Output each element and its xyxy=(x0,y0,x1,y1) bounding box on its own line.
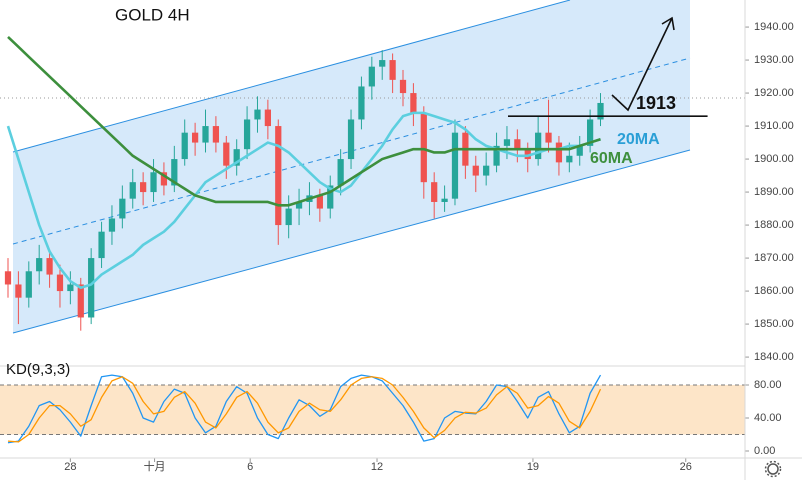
candle-body xyxy=(535,132,542,160)
candle-body xyxy=(514,139,521,150)
candle-body xyxy=(316,195,323,209)
line-series xyxy=(7,376,602,443)
candle-body xyxy=(441,198,448,202)
line-series xyxy=(7,374,602,444)
arrow-head xyxy=(661,16,675,31)
y-tick-label: 1850.00 xyxy=(754,318,794,330)
y-tick-label: 1910.00 xyxy=(754,120,794,132)
x-tick-label: 12 xyxy=(371,461,383,473)
y-tick-label: 1870.00 xyxy=(754,252,794,264)
candle-body xyxy=(493,145,500,166)
candle-body xyxy=(368,66,375,87)
y-tick-label: 1860.00 xyxy=(754,285,794,297)
candle-body xyxy=(295,201,303,209)
candle-body xyxy=(379,60,386,67)
x-tick-label: 28 xyxy=(64,461,76,473)
y-tick-label: 80.00 xyxy=(754,379,782,391)
gear-ring[interactable] xyxy=(767,463,779,475)
line-series xyxy=(6,111,601,290)
candle-body xyxy=(275,126,282,226)
candle-body xyxy=(389,60,396,80)
x-tick-label: 19 xyxy=(527,461,539,473)
y-tick-label: 40.00 xyxy=(754,412,782,424)
x-tick-label: 26 xyxy=(680,461,692,473)
candle-body xyxy=(4,271,12,285)
y-tick-label: 1840.00 xyxy=(754,351,794,363)
candle-body xyxy=(451,132,459,199)
settings-icon[interactable] xyxy=(764,460,782,478)
candle-body xyxy=(119,198,126,219)
candle-body xyxy=(431,182,438,202)
candle-body xyxy=(181,132,188,160)
candle-body xyxy=(233,149,240,166)
candle-body xyxy=(555,142,563,163)
forecast-arrow xyxy=(611,17,673,112)
ma20-label: 20MA xyxy=(617,131,660,148)
level-label: 1913 xyxy=(636,93,676,113)
candle-body xyxy=(576,145,583,156)
candle-body xyxy=(327,185,334,209)
candle-body xyxy=(358,86,365,120)
y-tick-label: 1880.00 xyxy=(754,219,794,231)
plot-layer: 1840.00 1850.00 1860.00 1870.00 1880.00 1890.… xyxy=(0,21,794,473)
x-tick-label: 十月 xyxy=(144,459,166,473)
y-tick-label: 1900.00 xyxy=(754,153,794,165)
candle-body xyxy=(420,112,427,183)
candle-body xyxy=(223,142,230,166)
x-tick-label: 6 xyxy=(247,461,253,473)
candle-body xyxy=(254,109,261,120)
candle-body xyxy=(56,274,64,292)
candle-body xyxy=(597,102,604,120)
candle-body xyxy=(503,139,511,146)
candle-body xyxy=(88,258,95,318)
candle-body xyxy=(36,258,43,272)
channel-upper xyxy=(12,0,571,153)
candle-body xyxy=(25,271,32,298)
candle-body xyxy=(77,284,84,318)
candle-body xyxy=(243,119,251,150)
candle-body xyxy=(472,165,479,176)
candle-body xyxy=(108,218,116,232)
candle-body xyxy=(171,159,178,186)
candle-body xyxy=(264,109,271,127)
candle-body xyxy=(524,149,531,160)
candle-body xyxy=(566,155,573,163)
candle-body xyxy=(191,132,199,143)
candle-body xyxy=(202,126,209,143)
line-series xyxy=(7,36,601,207)
candle-body xyxy=(46,258,53,275)
candle-body xyxy=(140,182,147,193)
y-tick-label: 1940.00 xyxy=(754,21,794,33)
candle-body xyxy=(586,119,594,146)
candle-body xyxy=(347,119,355,160)
candle-body xyxy=(285,208,292,226)
chart-title: GOLD 4H xyxy=(115,5,190,24)
y-tick-label: 1920.00 xyxy=(754,87,794,99)
candle-body xyxy=(15,284,22,298)
candle-body xyxy=(160,172,168,186)
candle-body xyxy=(483,165,490,176)
candle-body xyxy=(129,182,136,199)
ma60-label: 60MA xyxy=(590,150,633,167)
candle-body xyxy=(545,132,552,143)
candle-body xyxy=(337,159,344,186)
candle-body xyxy=(67,284,74,292)
candle-body xyxy=(98,231,105,259)
indicator-title: KD(9,3,3) xyxy=(6,361,70,378)
candle-body xyxy=(150,172,157,193)
y-tick-label: 0.00 xyxy=(754,445,775,457)
y-tick-label: 1890.00 xyxy=(754,186,794,198)
gear-teeth[interactable] xyxy=(764,460,782,478)
y-tick-label: 1930.00 xyxy=(754,54,794,66)
candle-body xyxy=(212,126,220,143)
channel-lower xyxy=(12,149,691,334)
candle-body xyxy=(399,79,407,94)
band xyxy=(0,384,745,435)
candle-body xyxy=(410,93,417,113)
